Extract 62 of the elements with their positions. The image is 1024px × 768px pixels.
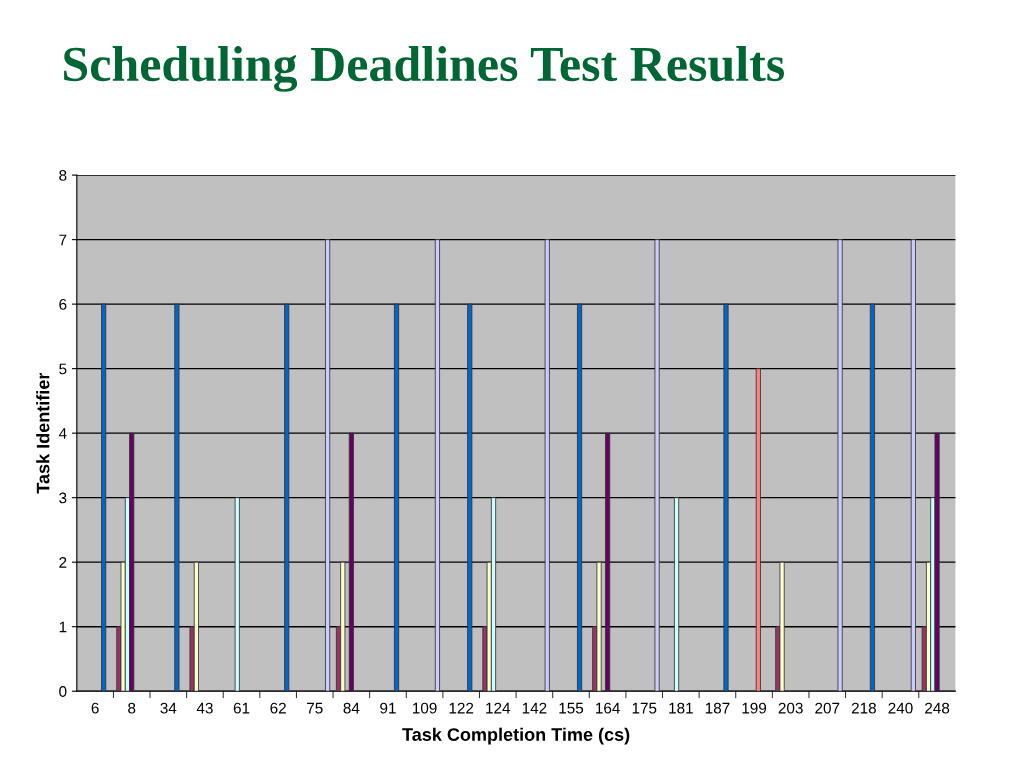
y-tick-label: 1: [59, 621, 67, 633]
x-tick-label: 84: [343, 702, 360, 714]
bar: [544, 239, 550, 692]
bar: [467, 303, 473, 692]
x-tick-label: 124: [486, 702, 511, 714]
bar: [174, 303, 180, 692]
x-tick-label: 62: [270, 702, 286, 714]
x-tick-label: 75: [307, 702, 323, 714]
bar: [673, 497, 680, 692]
y-axis-title: Task Identifier: [36, 372, 50, 494]
x-tick-label: 43: [196, 702, 213, 714]
bar: [325, 239, 331, 692]
x-tick-label: 164: [596, 702, 620, 714]
bar: [596, 561, 602, 692]
bar: [869, 303, 875, 692]
y-tick-label: 7: [59, 234, 67, 246]
bar: [490, 497, 497, 692]
x-tick-label: 187: [705, 702, 730, 714]
y-tick-label: 5: [59, 363, 67, 375]
y-tick-label: 2: [59, 557, 67, 568]
y-tick-label: 8: [59, 169, 67, 181]
bar: [910, 239, 916, 692]
bar: [284, 303, 290, 692]
y-tick-label: 4: [58, 428, 67, 439]
bar: [393, 303, 400, 692]
chart-title: Scheduling Deadlines Test Results: [64, 46, 785, 92]
x-tick-label: 240: [888, 702, 913, 714]
x-tick-label: 142: [522, 702, 547, 714]
x-tick-label: 34: [160, 702, 177, 714]
bar: [837, 239, 843, 692]
bar: [577, 303, 583, 692]
bar: [934, 432, 940, 692]
x-tick-label: 6: [91, 702, 99, 714]
x-tick-label: 8: [128, 702, 136, 714]
bar: [779, 561, 785, 692]
x-tick-label: 61: [233, 702, 250, 714]
bar: [755, 368, 761, 692]
x-tick-label: 207: [815, 702, 840, 714]
bar: [348, 432, 354, 692]
x-tick-label: 109: [413, 702, 437, 714]
bar: [101, 303, 107, 692]
x-tick-label: 155: [559, 702, 584, 714]
y-tick-label: 6: [59, 299, 67, 310]
x-tick-label: 199: [742, 702, 767, 714]
x-tick-label: 91: [380, 702, 396, 714]
y-tick-label: 0: [59, 686, 67, 697]
bar: [340, 561, 346, 692]
bar: [723, 303, 729, 692]
x-axis-title: Task Completion Time (cs): [402, 727, 630, 745]
y-tick-label: 3: [59, 492, 67, 504]
bar: [654, 239, 660, 692]
x-tick-label: 203: [778, 702, 803, 714]
x-tick-label: 175: [632, 702, 657, 714]
bar: [193, 561, 199, 692]
x-tick-label: 122: [449, 702, 474, 714]
bar: [129, 432, 135, 692]
x-tick-label: 181: [669, 702, 693, 714]
bar: [605, 432, 611, 692]
x-tick-label: 248: [925, 702, 950, 714]
bar: [434, 239, 440, 692]
bar: [234, 497, 240, 692]
x-tick-label: 218: [851, 702, 876, 714]
